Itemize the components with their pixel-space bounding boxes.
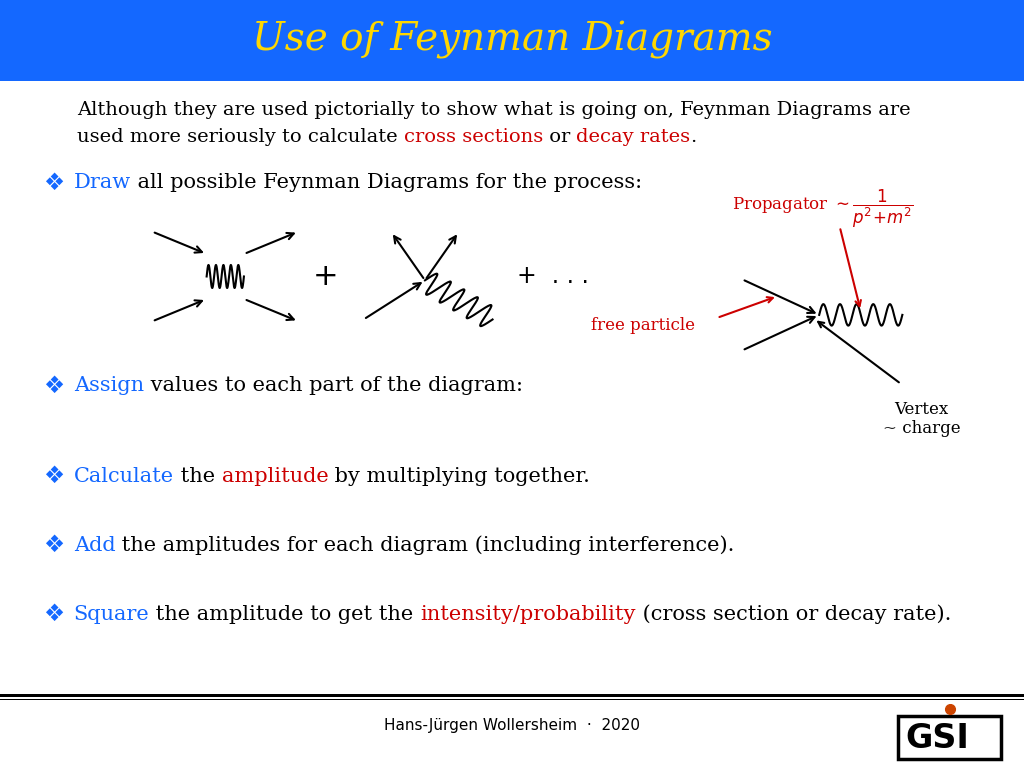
Text: Vertex
~ charge: Vertex ~ charge <box>883 401 961 438</box>
Bar <box>0 694 1024 697</box>
Text: Although they are used pictorially to show what is going on, Feynman Diagrams ar: Although they are used pictorially to sh… <box>77 101 910 119</box>
Text: .: . <box>690 127 696 146</box>
Text: ❖: ❖ <box>43 373 63 398</box>
Text: ❖: ❖ <box>43 533 63 558</box>
Text: Hans-Jürgen Wollersheim  ·  2020: Hans-Jürgen Wollersheim · 2020 <box>384 718 640 733</box>
Text: by multiplying together.: by multiplying together. <box>329 467 590 485</box>
Text: the amplitude to get the: the amplitude to get the <box>150 605 421 624</box>
Text: Calculate: Calculate <box>74 467 174 485</box>
Text: ❖: ❖ <box>43 602 63 627</box>
Text: +  . . .: + . . . <box>517 264 589 289</box>
Text: or: or <box>543 127 577 146</box>
Text: used more seriously to calculate: used more seriously to calculate <box>77 127 403 146</box>
Text: GSI: GSI <box>905 722 970 755</box>
Text: free particle: free particle <box>591 317 695 334</box>
Text: Assign: Assign <box>74 376 143 395</box>
Text: Add: Add <box>74 536 116 554</box>
Text: the: the <box>174 467 221 485</box>
Bar <box>898 716 1001 759</box>
Text: (cross section or decay rate).: (cross section or decay rate). <box>636 604 951 624</box>
Text: ❖: ❖ <box>43 170 63 195</box>
Bar <box>0 699 1024 700</box>
Text: decay rates: decay rates <box>577 127 690 146</box>
Text: Square: Square <box>74 605 150 624</box>
Text: Draw: Draw <box>74 174 131 192</box>
Text: amplitude: amplitude <box>221 467 329 485</box>
Text: +: + <box>312 262 339 291</box>
Text: cross sections: cross sections <box>403 127 543 146</box>
Text: Propagator $\sim \dfrac{1}{p^2\!+\!m^2}$: Propagator $\sim \dfrac{1}{p^2\!+\!m^2}$ <box>732 187 914 230</box>
Text: intensity/probability: intensity/probability <box>421 605 636 624</box>
Text: values to each part of the diagram:: values to each part of the diagram: <box>143 376 523 395</box>
Text: ❖: ❖ <box>43 464 63 488</box>
Bar <box>0 0 1024 81</box>
Text: all possible Feynman Diagrams for the process:: all possible Feynman Diagrams for the pr… <box>131 174 642 192</box>
Text: Use of Feynman Diagrams: Use of Feynman Diagrams <box>252 21 772 59</box>
Text: the amplitudes for each diagram (including interference).: the amplitudes for each diagram (includi… <box>116 535 735 555</box>
